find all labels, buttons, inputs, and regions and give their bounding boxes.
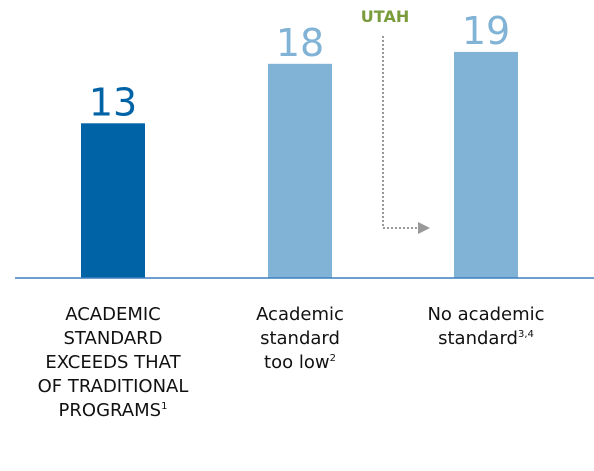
category-text: Academic standard too low <box>256 304 344 373</box>
category-label: No academic standard3,4 <box>411 303 561 351</box>
annotation: UTAH <box>361 7 409 26</box>
category-text: No academic standard <box>427 304 545 349</box>
arrow-head <box>418 222 430 234</box>
footnote-mark: 2 <box>329 353 336 364</box>
value-label: 13 <box>89 80 137 124</box>
bar <box>454 51 518 279</box>
footnote-mark: 1 <box>161 401 168 412</box>
footnote-mark: 3,4 <box>517 329 534 340</box>
category-text: ACADEMIC STANDARD EXCEEDS THAT OF TRADIT… <box>37 304 189 421</box>
bar <box>268 63 332 278</box>
bar <box>81 123 145 278</box>
category-label: Academic standard too low2 <box>245 303 355 375</box>
category-label: ACADEMIC STANDARD EXCEEDS THAT OF TRADIT… <box>33 303 193 423</box>
value-label: 19 <box>462 9 510 53</box>
value-label: 18 <box>276 21 324 65</box>
annotation-arrow <box>382 36 420 229</box>
